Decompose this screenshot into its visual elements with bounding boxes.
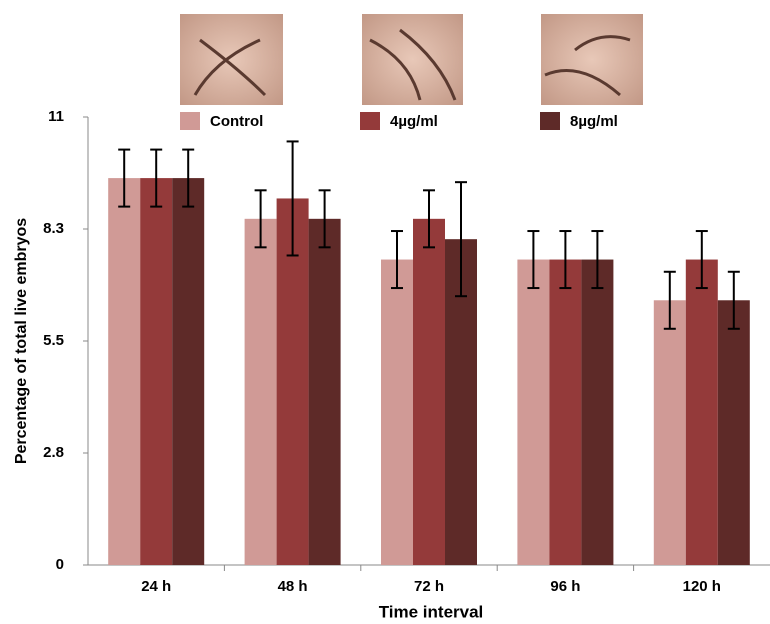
legend-label: 8µg/ml [570,113,618,130]
legend-swatch [540,112,560,130]
y-tick-label: 11 [48,108,64,125]
embryo-photo [541,14,643,105]
chart: Percentage of total live embryos Time in… [0,0,770,624]
embryo-photo [362,14,463,105]
bar [718,300,750,565]
x-tick-label: 72 h [414,578,444,595]
bar [517,260,549,565]
legend-swatch [180,112,200,130]
x-tick-label: 96 h [550,578,580,595]
y-tick-label: 8.3 [43,220,64,237]
legend-label: 4µg/ml [390,113,438,130]
legend-label: Control [210,113,263,130]
y-axis-label: Percentage of total live embryos [13,218,30,464]
bar [108,178,140,565]
bar [309,219,341,565]
bar [381,260,413,565]
x-tick-label: 48 h [278,578,308,595]
legend-swatch [360,112,380,130]
bar [549,260,581,565]
bar [654,300,686,565]
bar [245,219,277,565]
bar [140,178,172,565]
bar [581,260,613,565]
y-tick-label: 5.5 [43,332,64,349]
y-tick-label: 2.8 [43,444,64,461]
embryo-images [180,14,643,105]
bar [172,178,204,565]
bar [686,260,718,565]
x-tick-label: 120 h [683,578,721,595]
x-tick-label: 24 h [141,578,171,595]
x-axis-label: Time interval [379,602,484,621]
bar [413,219,445,565]
y-tick-label: 0 [56,556,64,573]
